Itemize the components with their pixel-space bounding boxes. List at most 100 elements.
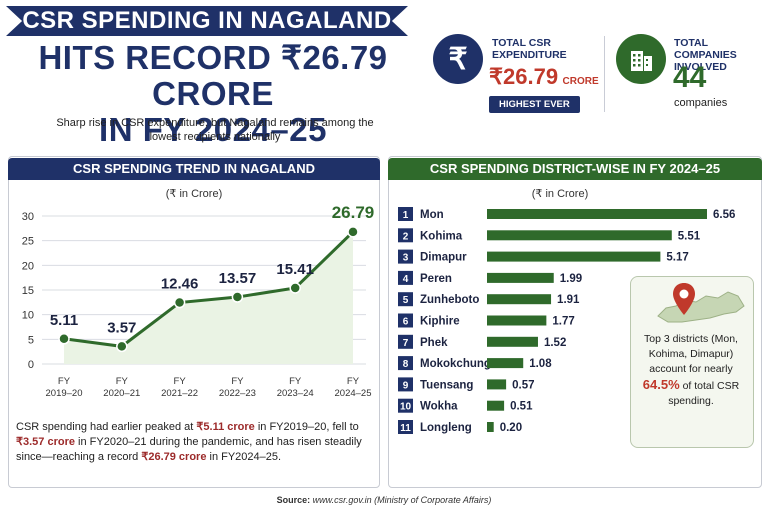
district-bar (487, 230, 672, 241)
bar-value-label: 1.52 (544, 337, 566, 349)
bar-value-label: 1.77 (552, 316, 574, 328)
district-name: Dimapur (420, 252, 467, 264)
x-tick-label: FY (58, 376, 71, 387)
district-bar (487, 209, 707, 219)
y-tick-label: 0 (28, 359, 34, 371)
rank-number: 10 (400, 402, 412, 413)
bar-value-label: 1.91 (557, 294, 580, 306)
rank-badge (398, 228, 413, 243)
x-tick-label: FY (116, 376, 129, 387)
district-bar (487, 315, 547, 326)
x-tick-label: FY (231, 376, 244, 387)
rank-number: 3 (403, 253, 409, 264)
district-name: Peren (420, 273, 452, 285)
y-tick-label: 20 (22, 260, 34, 272)
rank-badge (398, 292, 413, 307)
district-name: Zunheboto (420, 294, 479, 306)
district-panel-title: CSR SPENDING DISTRICT-WISE IN FY 2024–25 (388, 158, 762, 180)
rank-badge (398, 398, 413, 413)
district-name: Wokha (420, 401, 458, 413)
district-bar (487, 422, 494, 432)
trend-line (63, 230, 355, 348)
data-point (347, 226, 359, 238)
rank-badge (398, 270, 413, 285)
rank-badge (398, 313, 413, 328)
rank-badge (398, 356, 413, 371)
building-icon (616, 34, 666, 84)
x-tick-label: 2022–23 (219, 388, 256, 399)
companies-label: TOTAL COMPANIES INVOLVED (674, 37, 737, 73)
district-bar (487, 294, 552, 305)
rank-number: 1 (403, 210, 409, 221)
x-tick-label: FY (174, 376, 187, 387)
callout-text: Top 3 districts (Mon, Kohima, Dimapur) a… (642, 333, 740, 407)
data-label: 12.46 (161, 276, 199, 293)
source-line: Source: www.csr.gov.in (Ministry of Corp… (276, 495, 492, 505)
district-name: Mokokchung (420, 358, 491, 370)
bar-value-label: 5.17 (666, 252, 688, 264)
x-tick-label: 2021–22 (161, 388, 198, 399)
y-tick-label: 5 (28, 334, 34, 346)
bar-value-label: 6.56 (713, 209, 735, 221)
bar-value-label: 1.99 (560, 273, 582, 285)
data-point (58, 333, 70, 345)
district-bar (487, 358, 524, 369)
rank-badge (398, 249, 413, 264)
x-tick-label: 2019–20 (46, 388, 83, 399)
x-tick-label: 2024–25 (335, 388, 372, 399)
data-point (173, 296, 186, 309)
x-tick-label: FY (289, 376, 302, 387)
y-tick-label: 10 (22, 310, 34, 322)
rank-number: 7 (403, 338, 409, 349)
rank-number: 4 (403, 274, 409, 285)
rank-number: 6 (403, 317, 409, 328)
expenditure-label: TOTAL CSR EXPENDITURE (492, 37, 567, 61)
trend-area (64, 231, 353, 364)
companies-unit: companies (674, 97, 728, 109)
bar-value-label: 0.57 (512, 379, 534, 391)
bar-value-label: 0.20 (500, 422, 522, 434)
data-point (231, 291, 244, 303)
district-name: Mon (420, 209, 444, 221)
rank-number: 8 (403, 359, 409, 370)
data-label: 3.57 (107, 319, 136, 336)
rank-number: 11 (400, 423, 411, 434)
bar-value-label: 1.08 (529, 358, 552, 370)
rupee-icon: ₹ (433, 34, 483, 84)
rank-badge (398, 420, 413, 434)
y-tick-label: 30 (22, 211, 34, 223)
district-name: Longleng (420, 422, 472, 434)
headline-line1: HITS RECORD ₹26.79 CRORE (38, 39, 388, 112)
trend-panel-title: CSR SPENDING TREND IN NAGALAND (8, 158, 380, 180)
y-tick-label: 15 (22, 285, 34, 297)
rank-number: 5 (403, 295, 409, 306)
district-bar (487, 251, 661, 262)
data-point (289, 282, 301, 294)
data-label: 26.79 (332, 203, 375, 222)
district-bar (487, 272, 554, 283)
trend-unit: (₹ in Crore) (165, 188, 223, 200)
district-bar (487, 336, 538, 347)
district-unit: (₹ in Crore) (531, 188, 589, 200)
trend-note: CSR spending had earlier peaked at ₹5.11… (16, 421, 362, 463)
data-label: 13.57 (219, 270, 257, 287)
rank-number: 2 (403, 231, 409, 242)
bar-value-label: 0.51 (510, 401, 533, 413)
highest-ever-badge: HIGHEST EVER (489, 96, 580, 113)
x-tick-label: FY (347, 376, 360, 387)
y-tick-label: 25 (22, 236, 34, 248)
district-name: Kohima (420, 230, 463, 242)
district-name: Phek (420, 337, 448, 349)
x-tick-label: 2023–24 (277, 388, 314, 399)
rank-number: 9 (403, 380, 409, 391)
rank-badge (398, 207, 413, 221)
trend-chart: 0510152025305.11FY2019–203.57FY2020–2112… (22, 203, 375, 399)
data-label: 5.11 (50, 312, 78, 329)
data-label: 15.41 (276, 261, 314, 278)
district-bar (487, 400, 505, 411)
district-name: Kiphire (420, 316, 460, 328)
x-tick-label: 2020–21 (103, 388, 140, 399)
expenditure-value: ₹26.79 CRORE (489, 64, 599, 89)
district-name: Tuensang (420, 379, 473, 391)
subtitle: Sharp rise in CSR expenditure, but Nagal… (56, 117, 374, 143)
